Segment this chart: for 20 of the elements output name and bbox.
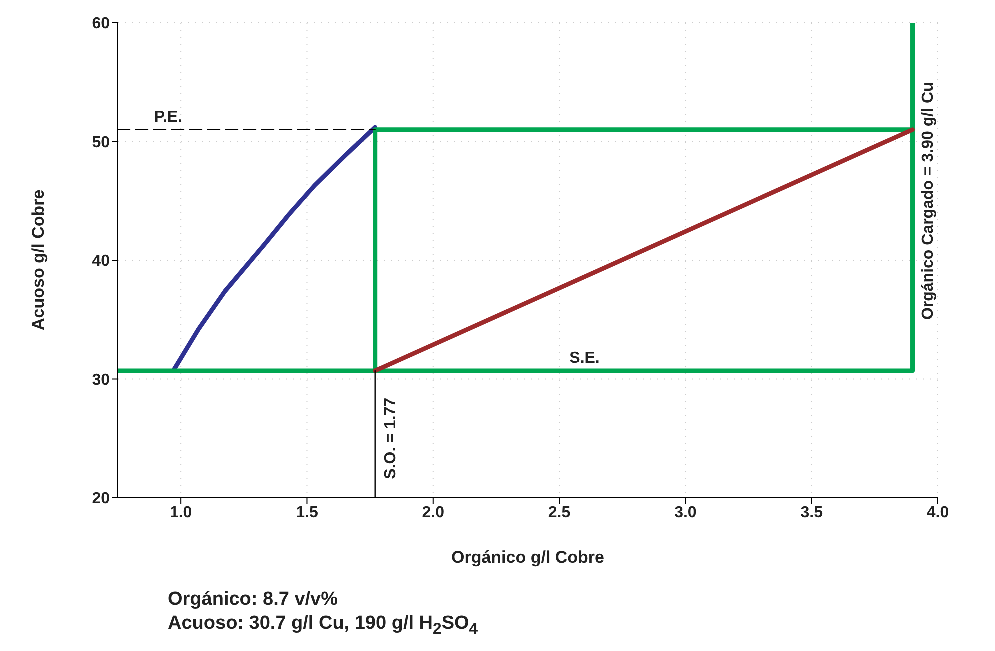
y-tick-label: 20 [92,490,110,508]
y-tick-label: 40 [92,253,110,270]
y-tick-label: 60 [92,16,110,33]
x-axis-title: Orgánico g/l Cobre [451,548,605,567]
text: Orgánico: 8.7 v/v% [168,588,340,612]
y-tick-label: 50 [92,134,110,152]
annotation: Orgánico Cargado = 3.90 g/l Cu [920,82,937,320]
text: Acuoso: 30.7 g/l Cu, 190 g/l H$_{2}$SO$_{4}$ [168,612,480,640]
x-tick-label: 2.5 [548,504,571,522]
x-tick-label: 1.0 [170,504,192,522]
x-tick-label: 1.5 [296,504,318,522]
x-tick-label: 2.0 [422,504,445,522]
y-tick-label: 30 [92,372,110,389]
y-axis-title: Acuoso g/l Cobre [29,190,48,330]
annotation: S.O. = 1.77 [382,398,400,480]
x-tick-label: 3.5 [800,504,824,522]
x-tick-label: 3.0 [674,504,697,522]
annotation: S.E. [570,350,600,367]
annotation: P.E. [154,108,183,126]
x-tick-label: 4.0 [926,504,950,522]
